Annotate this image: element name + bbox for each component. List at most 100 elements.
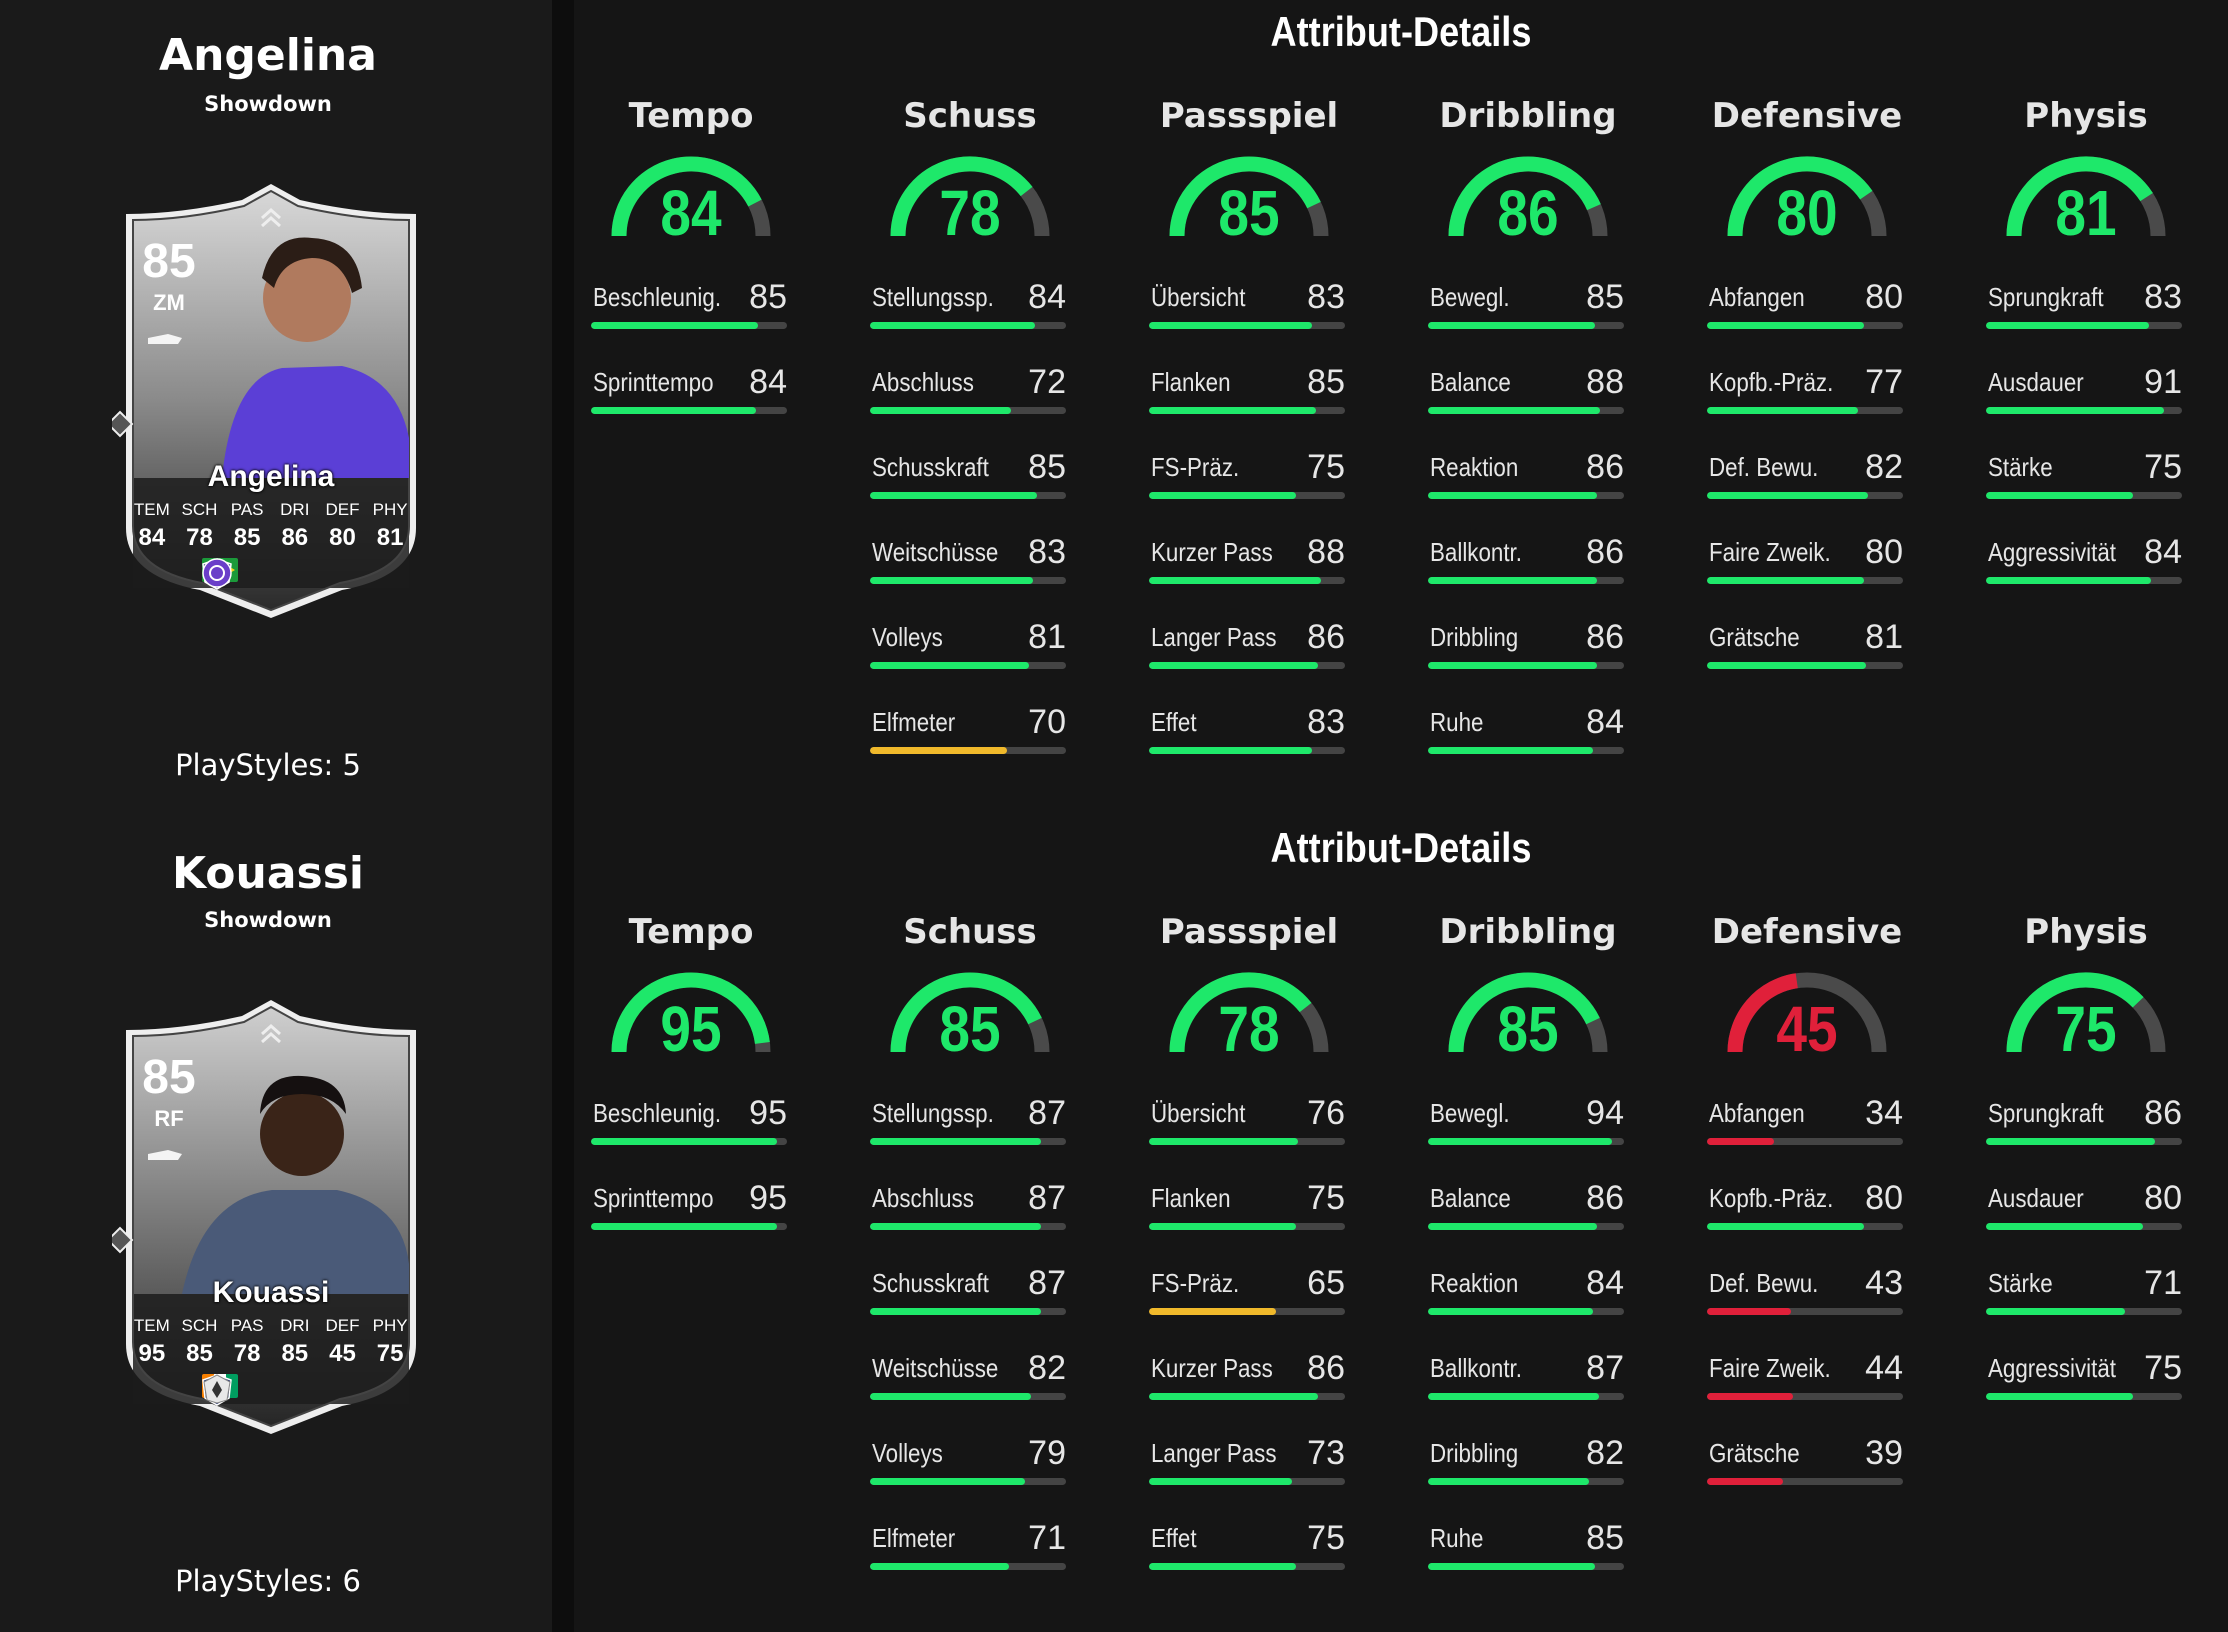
attribute-row: Abfangen 80: [1707, 278, 1907, 342]
attribute-bar: [591, 1223, 787, 1230]
attribute-value: 75: [2144, 448, 2182, 486]
attribute-row: Bewegl. 94: [1428, 1094, 1628, 1158]
player-card[interactable]: 85 RF Kouassi TEM SCH PAS DRI DEF PHY 95…: [112, 994, 430, 1439]
attribute-row: Effet 75: [1149, 1519, 1349, 1583]
attribute-bar-fill: [1428, 747, 1593, 754]
attribute-label: Langer Pass: [1151, 622, 1277, 652]
category-value: 80: [1776, 177, 1838, 249]
attribute-row: Ruhe 84: [1428, 703, 1628, 767]
attribute-label: Volleys: [872, 1438, 943, 1468]
attribute-bar-fill: [1707, 577, 1864, 584]
attribute-row: Ausdauer 91: [1986, 363, 2186, 427]
attribute-value: 82: [1586, 1434, 1624, 1472]
attribute-row: Sprinttempo 95: [591, 1179, 791, 1243]
attribute-label: Grätsche: [1709, 1438, 1800, 1468]
attribute-value: 70: [1028, 703, 1066, 741]
player-block-kouassi[interactable]: Kouassi Showdown 85 RF: [0, 816, 552, 1632]
attribute-value: 85: [1307, 363, 1345, 401]
attribute-label: Volleys: [872, 622, 943, 652]
attribute-bar: [1986, 1138, 2182, 1145]
gauge-fill: [1169, 972, 1312, 1053]
card-stat-label: SCH: [181, 1316, 218, 1335]
attribute-row: Stellungssp. 87: [870, 1094, 1070, 1158]
attribute-row: Übersicht 83: [1149, 278, 1349, 342]
attribute-value: 87: [1586, 1349, 1624, 1387]
player-card[interactable]: 85 ZM Angelina TEM SCH PAS DRI DEF PHY 8…: [112, 178, 430, 623]
attribute-bar-fill: [1149, 1223, 1296, 1230]
washington-spirit-badge-icon: [203, 1374, 231, 1404]
attribute-bar: [1707, 577, 1903, 584]
attribute-label: FS-Präz.: [1151, 1268, 1240, 1298]
attribute-row: Ruhe 85: [1428, 1519, 1628, 1583]
attribute-label: Elfmeter: [872, 1523, 956, 1553]
attribute-bar: [591, 1138, 787, 1145]
attribute-label: Bewegl.: [1430, 282, 1510, 312]
attribute-bar: [870, 1393, 1066, 1400]
attribute-bar-fill: [1986, 1138, 2155, 1145]
card-stat-label: PAS: [230, 500, 264, 519]
card-stat-value: 85: [233, 524, 261, 551]
category-name: Tempo: [628, 96, 754, 136]
attribute-row: Elfmeter 71: [870, 1519, 1070, 1583]
attribute-row: Kurzer Pass 86: [1149, 1349, 1349, 1413]
category-gauge: [1169, 972, 1329, 1053]
attribute-value: 76: [1307, 1094, 1345, 1132]
attribute-row: Bewegl. 85: [1428, 278, 1628, 342]
card-stat-label: DEF: [325, 500, 360, 519]
attribute-value: 87: [1028, 1094, 1066, 1132]
attribute-value: 85: [1586, 278, 1624, 316]
attribute-bar: [1707, 322, 1903, 329]
category-gauge: [890, 972, 1050, 1053]
attribute-bar: [1428, 1223, 1624, 1230]
attribute-bar-fill: [1707, 1223, 1864, 1230]
attribute-bar-fill: [870, 1393, 1031, 1400]
player-list-sidebar: Angelina Showdown 8: [0, 0, 552, 1632]
category-name: Defensive: [1711, 912, 1903, 952]
attribute-bar: [1149, 1478, 1345, 1485]
attribute-bar-fill: [591, 407, 756, 414]
attribute-row: Reaktion 86: [1428, 448, 1628, 512]
category-gauge: [1169, 156, 1329, 237]
card-stat-label: DRI: [280, 1316, 310, 1335]
attribute-bar-fill: [870, 492, 1037, 499]
attribute-bar: [1149, 1308, 1345, 1315]
attribute-bar-fill: [1428, 1478, 1589, 1485]
attribute-label: Beschleunig.: [593, 282, 722, 312]
attribute-value: 84: [1586, 1264, 1624, 1302]
attribute-bar-fill: [1707, 662, 1866, 669]
attribute-bar-fill: [1149, 492, 1296, 499]
attribute-value: 80: [2144, 1179, 2182, 1217]
attribute-value: 85: [1028, 448, 1066, 486]
attribute-row: Sprungkraft 83: [1986, 278, 2186, 342]
attribute-bar: [1986, 1308, 2182, 1315]
attribute-row: Kurzer Pass 88: [1149, 533, 1349, 597]
category-name: Tempo: [628, 912, 754, 952]
category-gauge: [1727, 156, 1887, 237]
player-block-angelina[interactable]: Angelina Showdown 8: [0, 0, 552, 816]
attribute-row: Beschleunig. 95: [591, 1094, 791, 1158]
attribute-bar: [1428, 1478, 1624, 1485]
attribute-label: Ruhe: [1430, 1523, 1484, 1553]
attribute-bar-fill: [1149, 1138, 1298, 1145]
attribute-row: Abfangen 34: [1707, 1094, 1907, 1158]
attribute-bar-fill: [1149, 1393, 1318, 1400]
category-gauge: [611, 156, 771, 237]
attribute-row: Stärke 75: [1986, 448, 2186, 512]
attribute-label: Stellungssp.: [872, 282, 994, 312]
attribute-value: 44: [1865, 1349, 1903, 1387]
attribute-bar-fill: [591, 1138, 778, 1145]
attribute-bar: [1707, 1478, 1903, 1485]
attribute-bar-fill: [1149, 1478, 1293, 1485]
gauge-fill: [1727, 156, 1873, 237]
attribute-bar-fill: [1428, 577, 1597, 584]
attribute-bar-fill: [1707, 1393, 1794, 1400]
attribute-details-area: Attribut-Details Tempo 84 Beschleunig. 85 Sp…: [574, 0, 2228, 1632]
attribute-bar: [1149, 1138, 1345, 1145]
card-stat-value: 78: [186, 524, 213, 551]
attribute-bar: [870, 1563, 1066, 1570]
attribute-label: Def. Bewu.: [1709, 1268, 1819, 1298]
attribute-value: 91: [2144, 363, 2182, 401]
attribute-bar: [870, 1138, 1066, 1145]
attribute-label: Abschluss: [872, 367, 974, 397]
category-gauge: [890, 156, 1050, 237]
